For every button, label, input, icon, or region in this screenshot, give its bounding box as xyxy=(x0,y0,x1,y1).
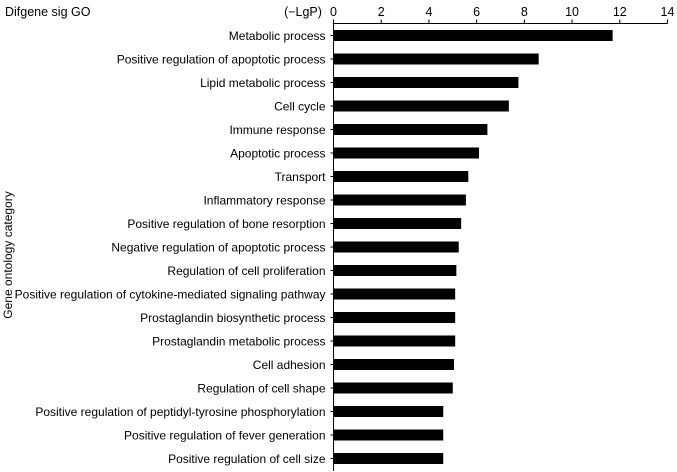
x-tick-label: 6 xyxy=(473,5,480,19)
x-tick-label: 0 xyxy=(330,5,337,19)
x-tick-label: 10 xyxy=(565,5,579,19)
category-label: Positive regulation of bone resorption xyxy=(127,217,325,231)
bar xyxy=(333,53,539,65)
bar xyxy=(333,406,444,417)
x-axis-label: (−LgP) xyxy=(284,5,322,19)
category-label: Positive regulation of peptidyl-tyrosine… xyxy=(35,405,325,419)
bars-group xyxy=(330,30,613,464)
category-label: Cell adhesion xyxy=(253,358,326,372)
category-label: Positive regulation of cytokine-mediated… xyxy=(15,288,326,302)
bar xyxy=(333,265,457,276)
x-tick-label: 14 xyxy=(661,5,675,19)
bar xyxy=(333,77,519,88)
bar xyxy=(333,359,454,370)
category-label: Prostaglandin metabolic process xyxy=(152,335,325,349)
bar xyxy=(333,429,444,441)
category-label: Positive regulation of fever generation xyxy=(124,429,325,443)
bar xyxy=(333,194,466,206)
category-label: Cell cycle xyxy=(274,100,326,114)
bar xyxy=(333,171,469,182)
y-axis-label: Gene ontology category xyxy=(1,191,15,318)
x-tick-label: 2 xyxy=(378,5,385,19)
bar xyxy=(333,288,456,300)
bar xyxy=(333,124,488,135)
x-tick-label: 4 xyxy=(425,5,432,19)
category-label: Metabolic process xyxy=(229,29,326,43)
x-tick-label: 12 xyxy=(613,5,627,19)
category-label: Lipid metabolic process xyxy=(200,76,325,90)
bar xyxy=(333,147,480,159)
bar xyxy=(333,453,444,464)
bar xyxy=(333,100,509,112)
category-label: Regulation of cell shape xyxy=(197,382,325,396)
bar xyxy=(333,335,456,347)
category-label: Positive regulation of cell size xyxy=(168,452,326,466)
bar xyxy=(333,30,613,41)
bar xyxy=(333,241,459,253)
category-label: Prostaglandin biosynthetic process xyxy=(140,311,325,325)
category-label: Immune response xyxy=(229,123,325,137)
bar xyxy=(333,312,456,323)
category-label: Regulation of cell proliferation xyxy=(167,264,325,278)
category-label: Inflammatory response xyxy=(203,194,325,208)
chart-title: Difgene sig GO xyxy=(5,5,91,19)
bar xyxy=(333,218,462,229)
bar xyxy=(333,382,453,394)
category-label: Apoptotic process xyxy=(230,147,325,161)
category-label: Negative regulation of apoptotic process xyxy=(111,241,325,255)
category-label: Positive regulation of apoptotic process xyxy=(117,53,326,67)
x-axis-ticks: 0 2 4 6 8 10 12 14 xyxy=(330,5,674,24)
category-labels: Metabolic process Positive regulation of … xyxy=(15,29,327,466)
x-tick-label: 8 xyxy=(521,5,528,19)
category-label: Transport xyxy=(275,170,327,184)
